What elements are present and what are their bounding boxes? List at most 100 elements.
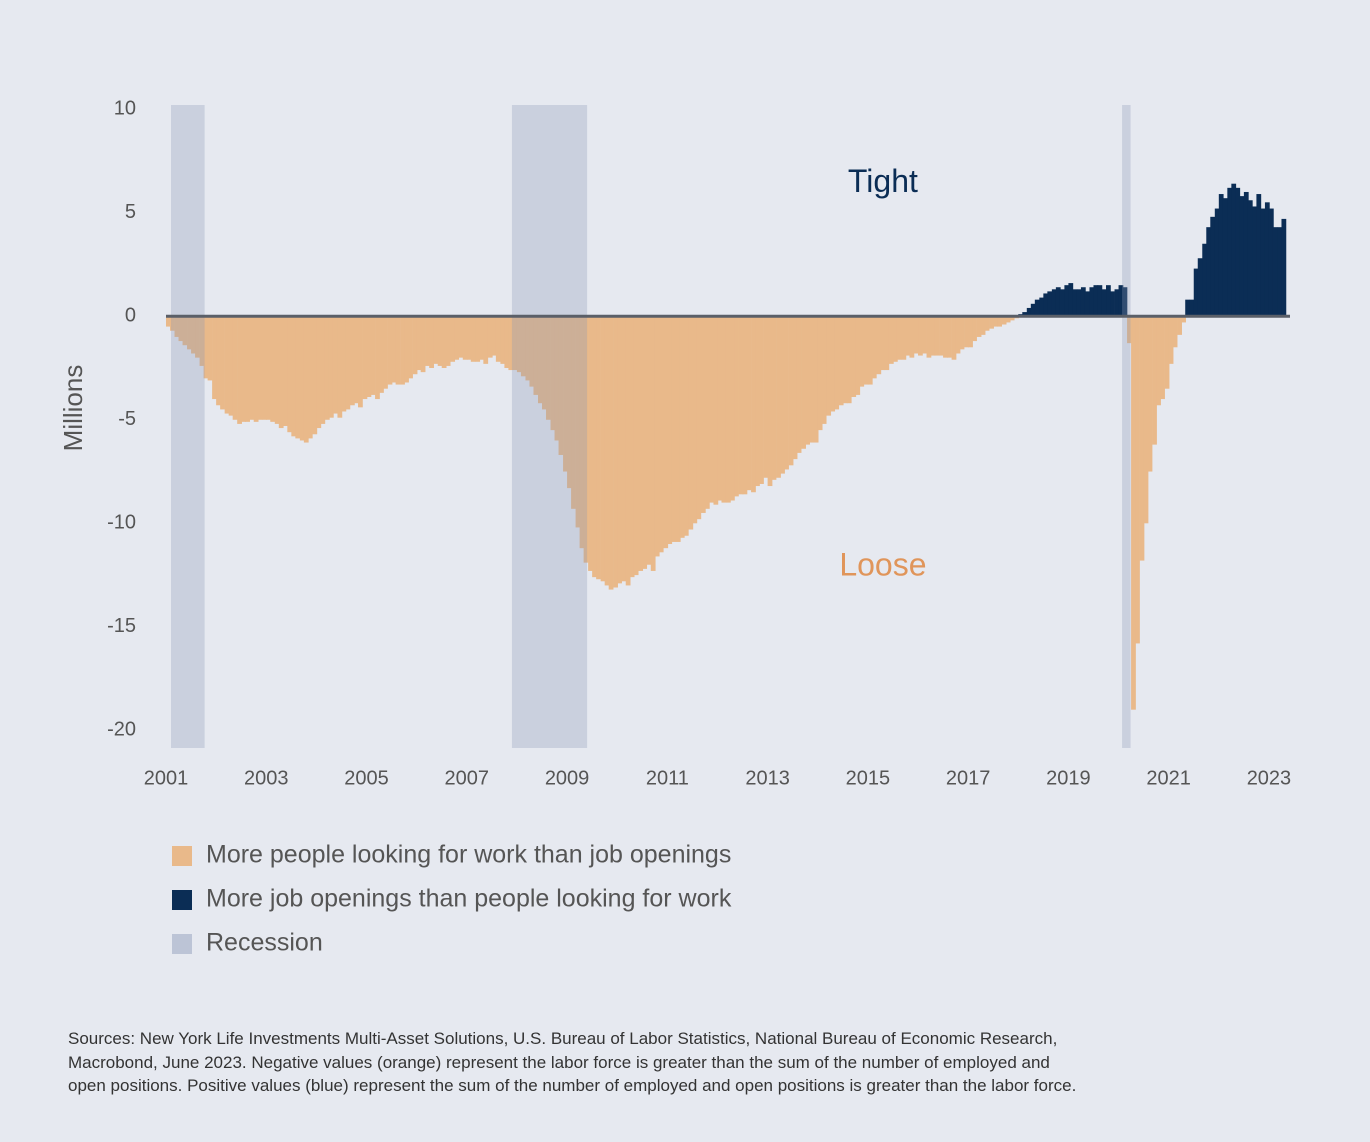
y-tick-label: 10 bbox=[114, 97, 136, 119]
bar bbox=[993, 316, 998, 327]
bar bbox=[404, 316, 409, 383]
bar bbox=[516, 316, 522, 373]
y-tick-label: 0 bbox=[125, 305, 136, 327]
bar bbox=[658, 316, 664, 553]
bar bbox=[600, 316, 606, 582]
bar bbox=[466, 316, 472, 360]
bar bbox=[362, 316, 368, 400]
x-tick-label: 2015 bbox=[846, 767, 891, 789]
x-tick-label: 2017 bbox=[946, 767, 991, 789]
bar bbox=[784, 316, 789, 470]
bar bbox=[884, 316, 890, 371]
bar bbox=[721, 316, 727, 503]
bar bbox=[763, 316, 769, 478]
bar bbox=[1084, 291, 1090, 317]
bar bbox=[968, 316, 973, 348]
y-tick-label: -5 bbox=[118, 408, 136, 430]
bar bbox=[241, 316, 246, 422]
bar bbox=[525, 316, 531, 381]
bar bbox=[771, 316, 777, 480]
bar bbox=[274, 316, 280, 424]
bar bbox=[470, 316, 476, 362]
bar bbox=[228, 316, 234, 416]
bar bbox=[533, 316, 539, 395]
bar bbox=[1009, 316, 1015, 321]
bar bbox=[1252, 206, 1258, 317]
source-line: Macrobond, June 2023. Negative values (o… bbox=[68, 1052, 1050, 1072]
bar bbox=[462, 316, 468, 360]
bar bbox=[667, 316, 673, 545]
bar bbox=[821, 316, 827, 424]
bar bbox=[683, 316, 689, 536]
bar bbox=[224, 316, 230, 414]
bar bbox=[178, 316, 184, 342]
bar bbox=[989, 316, 994, 329]
bar bbox=[375, 316, 380, 400]
x-tick-label: 2003 bbox=[244, 767, 289, 789]
bar bbox=[604, 316, 610, 586]
bar bbox=[345, 316, 351, 410]
bar bbox=[257, 316, 263, 420]
bar bbox=[278, 316, 284, 429]
annotation: Tight bbox=[848, 163, 918, 199]
bar bbox=[943, 316, 948, 358]
bar bbox=[332, 316, 338, 414]
bar bbox=[1206, 227, 1212, 317]
bar bbox=[416, 316, 422, 371]
bar bbox=[1022, 312, 1028, 317]
bar bbox=[959, 316, 965, 350]
bar bbox=[174, 316, 180, 337]
bar bbox=[859, 316, 865, 387]
bar bbox=[1039, 297, 1045, 317]
bar bbox=[1122, 287, 1128, 317]
bar bbox=[947, 316, 952, 358]
legend-swatch bbox=[172, 890, 192, 910]
bar bbox=[955, 316, 961, 354]
bar bbox=[1181, 316, 1186, 323]
bar bbox=[1247, 200, 1253, 317]
y-tick-label: 5 bbox=[125, 201, 136, 223]
bar bbox=[303, 316, 309, 443]
bar bbox=[1260, 208, 1266, 317]
bar bbox=[1093, 285, 1099, 317]
bar bbox=[237, 316, 242, 424]
bar bbox=[203, 316, 209, 379]
bar bbox=[1268, 208, 1274, 317]
x-tick-label: 2001 bbox=[144, 767, 189, 789]
bar bbox=[708, 316, 714, 503]
bar bbox=[1072, 289, 1078, 317]
bar bbox=[282, 316, 288, 426]
bar bbox=[479, 316, 485, 360]
bar bbox=[851, 316, 857, 397]
bar bbox=[813, 316, 819, 443]
bar bbox=[1097, 285, 1103, 317]
bar bbox=[166, 316, 171, 327]
bar bbox=[867, 316, 873, 385]
bar bbox=[445, 316, 451, 366]
bar bbox=[550, 316, 556, 431]
bar bbox=[934, 316, 940, 356]
bar bbox=[383, 316, 388, 389]
bar bbox=[1239, 196, 1245, 317]
bar bbox=[650, 316, 656, 571]
bar bbox=[554, 316, 560, 441]
bar bbox=[1164, 316, 1170, 389]
bar bbox=[1080, 287, 1086, 317]
x-tick-label: 2013 bbox=[745, 767, 790, 789]
bar bbox=[529, 316, 535, 387]
bar bbox=[1160, 316, 1165, 400]
bar bbox=[863, 316, 869, 385]
bar bbox=[207, 316, 213, 381]
legend-swatch bbox=[172, 934, 192, 954]
bar bbox=[1143, 316, 1149, 524]
bar bbox=[187, 316, 192, 350]
bar bbox=[262, 316, 268, 420]
bar bbox=[199, 316, 205, 366]
bar bbox=[491, 316, 497, 356]
bar bbox=[1030, 303, 1036, 317]
legend-label: Recession bbox=[206, 929, 323, 957]
bar bbox=[395, 316, 401, 385]
bar bbox=[734, 316, 739, 497]
bar bbox=[909, 316, 915, 358]
bar bbox=[216, 316, 221, 406]
